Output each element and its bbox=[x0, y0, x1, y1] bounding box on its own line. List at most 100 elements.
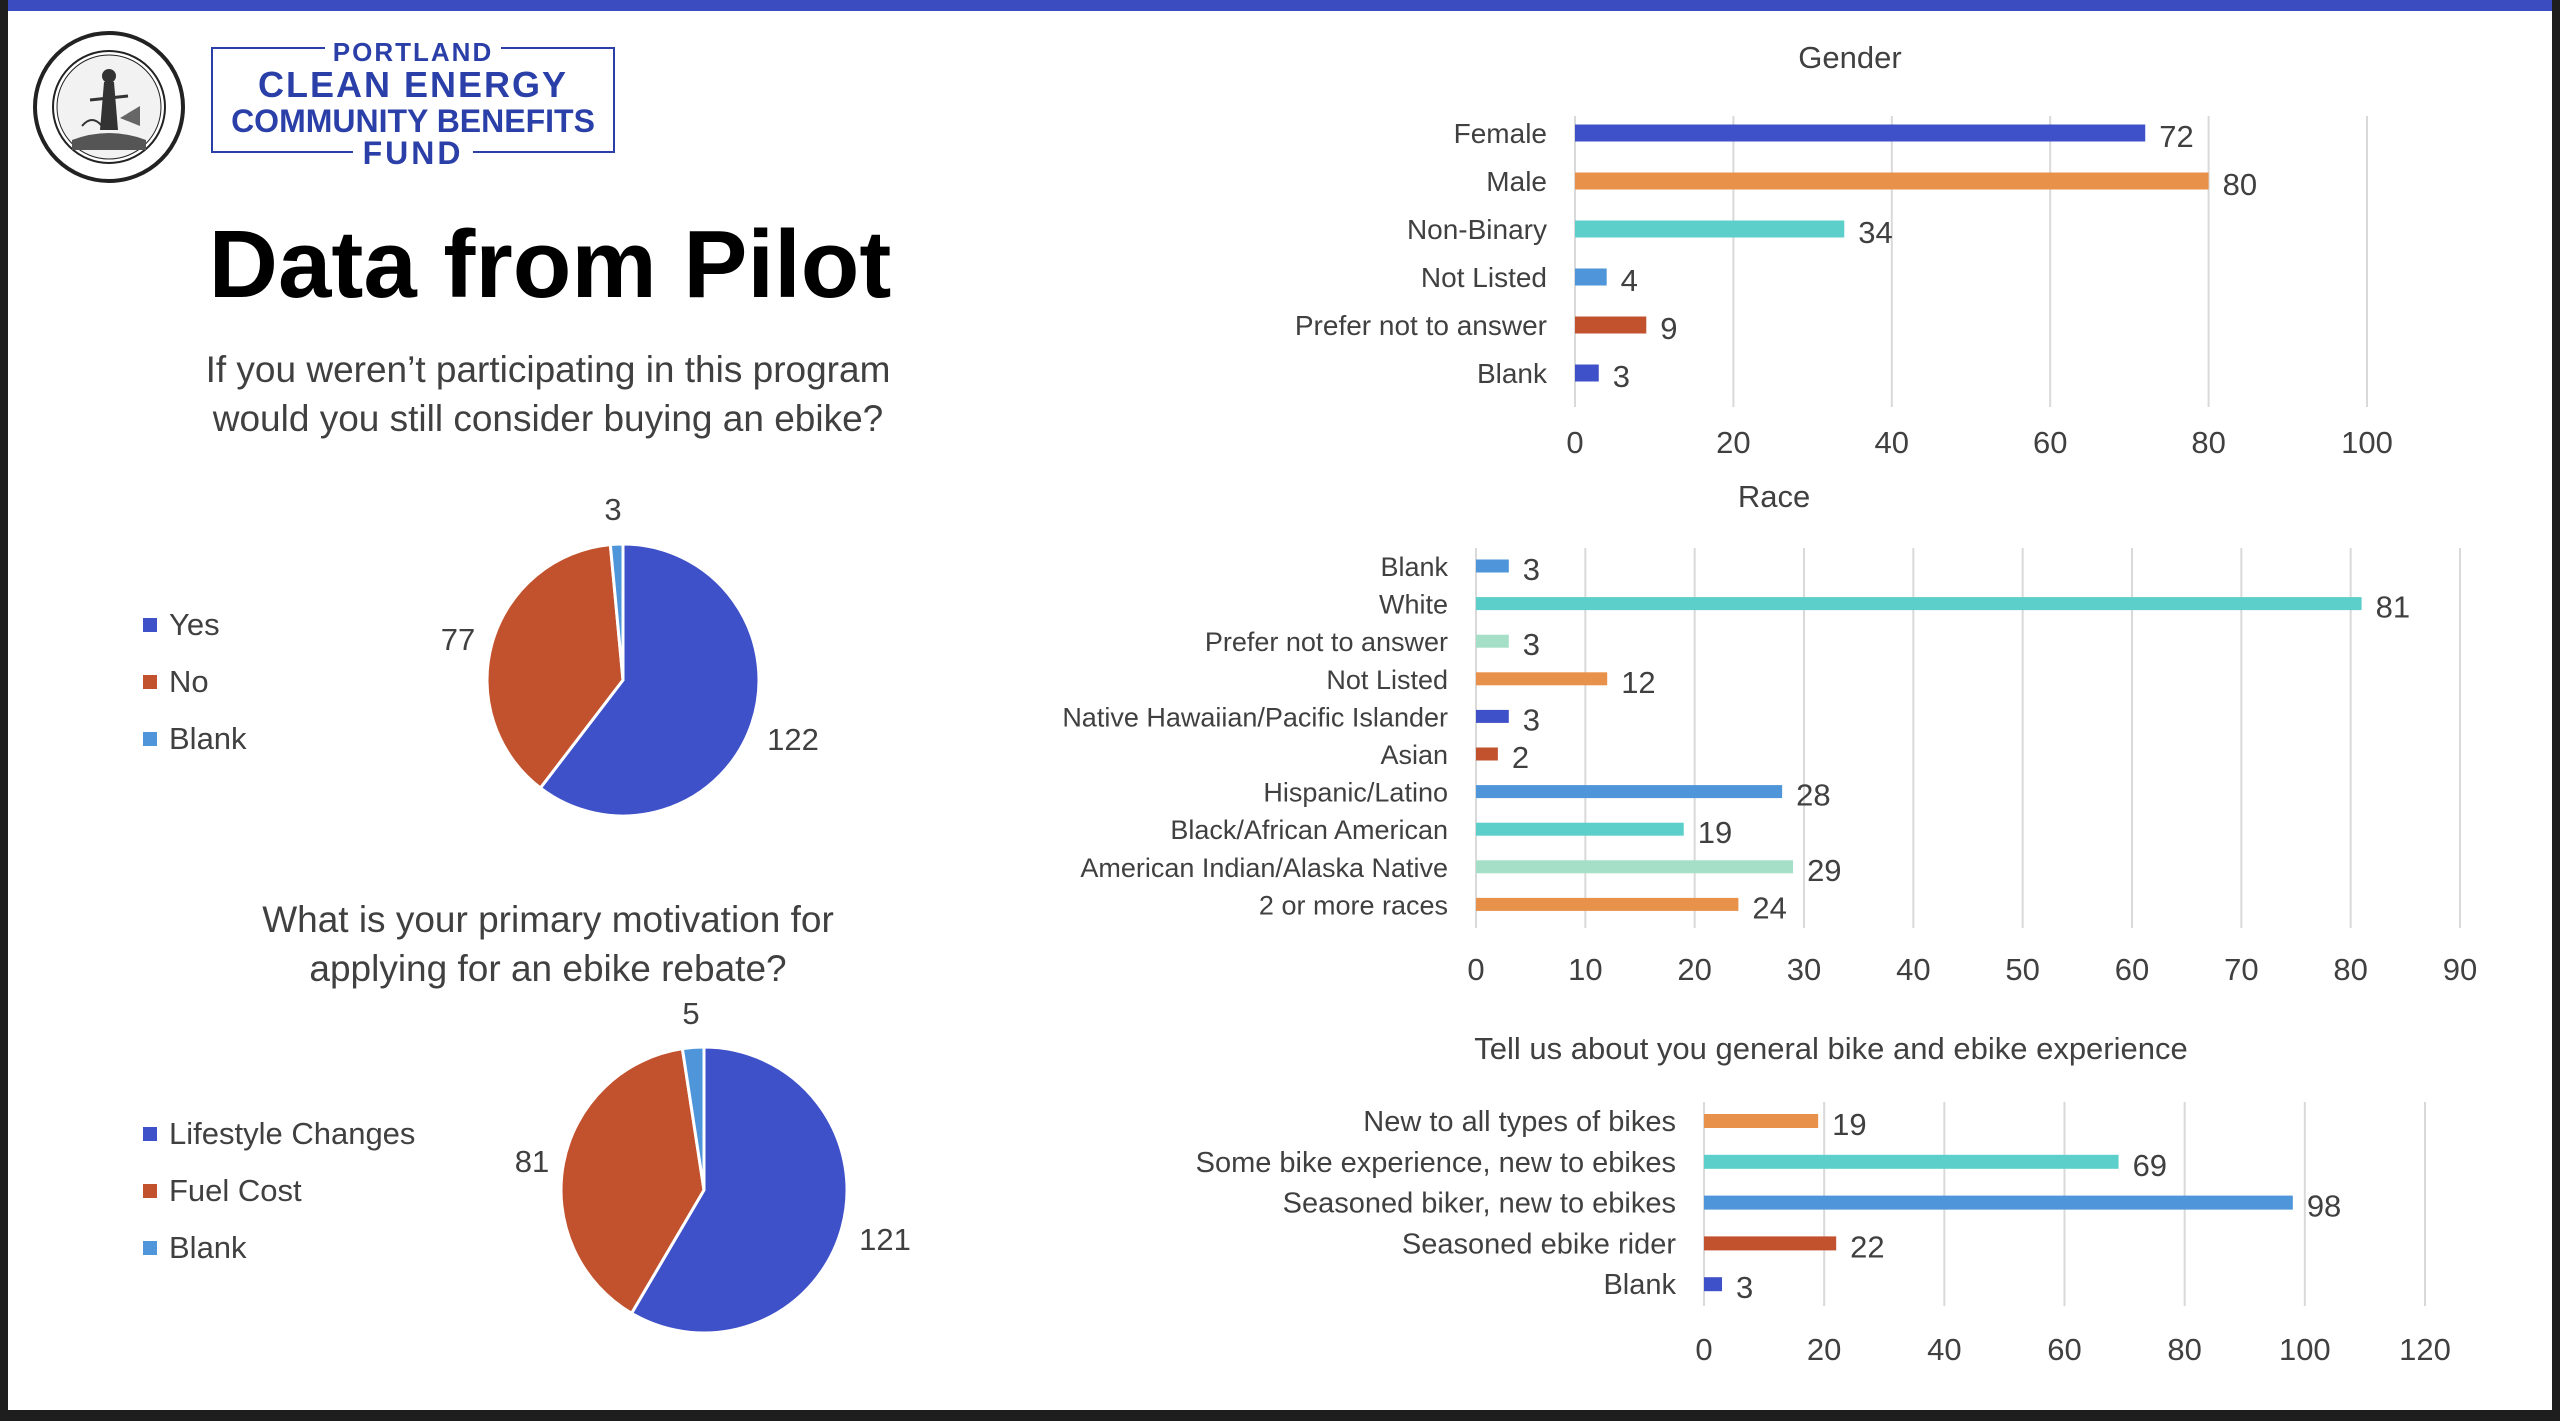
bar bbox=[1476, 822, 1684, 836]
legend-label: Lifestyle Changes bbox=[169, 1115, 416, 1151]
legend-swatch bbox=[143, 731, 157, 746]
data-label: 81 bbox=[515, 1144, 549, 1179]
category-label: Asian bbox=[1380, 740, 1448, 770]
category-label: Male bbox=[1486, 166, 1547, 197]
category-label: Seasoned biker, new to ebikes bbox=[1283, 1188, 1676, 1220]
tick-label: 20 bbox=[1677, 952, 1711, 987]
motivation-pie-chart: 121 81 5 bbox=[515, 996, 911, 1335]
accent-bar bbox=[8, 0, 2552, 11]
bar bbox=[1575, 364, 1599, 382]
pie-slice bbox=[629, 1045, 849, 1335]
tick-label: 70 bbox=[2224, 952, 2258, 987]
consider-question-title: If you weren’t participating in this pro… bbox=[205, 349, 891, 439]
data-label: 77 bbox=[441, 622, 475, 657]
data-label: 22 bbox=[1850, 1229, 1884, 1264]
legend-item: Blank bbox=[143, 1219, 415, 1276]
data-label: 3 bbox=[1523, 627, 1540, 662]
tick-label: 20 bbox=[1807, 1332, 1841, 1367]
bar bbox=[1704, 1195, 2293, 1210]
data-label: 3 bbox=[1523, 552, 1540, 587]
data-label: 3 bbox=[1523, 702, 1540, 737]
bar bbox=[1476, 597, 2362, 611]
legend-swatch bbox=[143, 674, 157, 689]
category-label: Hispanic/Latino bbox=[1263, 778, 1448, 808]
bar bbox=[1704, 1114, 1819, 1128]
legend-item: Yes bbox=[143, 596, 247, 653]
tick-label: 90 bbox=[2443, 952, 2477, 987]
legend-swatch bbox=[143, 617, 157, 632]
legend-swatch bbox=[143, 1183, 157, 1198]
consider-pie-chart: 122 77 3 bbox=[441, 492, 819, 818]
tick-label: 80 bbox=[2167, 1332, 2201, 1367]
data-label: 19 bbox=[1698, 815, 1732, 850]
tick-label: 120 bbox=[2399, 1332, 2451, 1367]
bar bbox=[1476, 747, 1498, 761]
data-label: 81 bbox=[2376, 590, 2410, 625]
clean-energy-fund-logo: PORTLAND CLEAN ENERGY COMMUNITY BENEFITS… bbox=[211, 39, 615, 169]
consider-legend: Yes No Blank bbox=[143, 596, 247, 767]
data-label: 121 bbox=[859, 1222, 911, 1257]
data-label: 122 bbox=[767, 722, 819, 757]
tick-label: 80 bbox=[2191, 425, 2225, 460]
tick-label: 40 bbox=[1875, 425, 1909, 460]
bar bbox=[1575, 220, 1845, 238]
bar bbox=[1575, 124, 2146, 142]
tick-label: 0 bbox=[1566, 425, 1583, 460]
data-label: 3 bbox=[1736, 1270, 1753, 1305]
data-label: 2 bbox=[1512, 740, 1529, 775]
tick-label: 20 bbox=[1716, 425, 1750, 460]
bar bbox=[1704, 1277, 1723, 1292]
legend-label: Blank bbox=[169, 1229, 247, 1265]
logo-line-2: CLEAN ENERGY bbox=[257, 64, 569, 105]
tick-label: 50 bbox=[2005, 952, 2039, 987]
legend-label: Blank bbox=[169, 720, 247, 756]
data-label: 12 bbox=[1621, 665, 1655, 700]
category-label: White bbox=[1379, 590, 1448, 620]
pie-slice bbox=[559, 1046, 706, 1316]
category-label: 2 or more races bbox=[1259, 890, 1448, 920]
bar bbox=[1575, 172, 2209, 190]
logo-line-1: PORTLAND bbox=[324, 39, 502, 65]
data-label: 98 bbox=[2307, 1189, 2341, 1224]
category-label: Prefer not to answer bbox=[1205, 627, 1448, 657]
motivation-question-title: What is your primary motivation for appl… bbox=[262, 899, 834, 989]
motivation-legend: Lifestyle Changes Fuel Cost Blank bbox=[143, 1105, 415, 1276]
tick-label: 40 bbox=[1896, 952, 1930, 987]
category-label: Not Listed bbox=[1326, 665, 1448, 695]
tick-label: 0 bbox=[1695, 1332, 1712, 1367]
data-label: 19 bbox=[1832, 1107, 1866, 1142]
tick-label: 10 bbox=[1568, 952, 1602, 987]
pie-slice bbox=[538, 542, 761, 818]
bar bbox=[1575, 316, 1647, 334]
bar bbox=[1476, 559, 1509, 573]
bar bbox=[1575, 268, 1607, 286]
slide: PORTLAND CLEAN ENERGY COMMUNITY BENEFITS… bbox=[8, 0, 2552, 1410]
tick-label: 30 bbox=[1787, 952, 1821, 987]
data-label: 5 bbox=[682, 996, 699, 1031]
logo-line-4: FUND bbox=[352, 137, 474, 169]
bar bbox=[1476, 634, 1509, 648]
data-label: 34 bbox=[1858, 215, 1892, 250]
data-label: 9 bbox=[1660, 311, 1677, 346]
category-label: Non-Binary bbox=[1407, 214, 1547, 245]
data-label: 3 bbox=[1613, 359, 1630, 394]
legend-item: Fuel Cost bbox=[143, 1162, 415, 1219]
category-label: Female bbox=[1454, 118, 1547, 149]
chart-title: Tell us about you general bike and ebike… bbox=[1474, 1031, 2187, 1066]
legend-item: No bbox=[143, 653, 247, 710]
legend-label: No bbox=[169, 663, 209, 699]
legend-label: Fuel Cost bbox=[169, 1172, 302, 1208]
legend-swatch bbox=[143, 1126, 157, 1141]
tick-label: 100 bbox=[2341, 425, 2393, 460]
data-label: 80 bbox=[2223, 167, 2257, 202]
logo-line-3: COMMUNITY BENEFITS bbox=[231, 103, 595, 139]
category-label: Black/African American bbox=[1170, 815, 1448, 845]
category-label: New to all types of bikes bbox=[1363, 1106, 1676, 1138]
bar bbox=[1476, 897, 1739, 911]
city-seal-icon bbox=[33, 31, 185, 183]
tick-label: 0 bbox=[1467, 952, 1484, 987]
data-label: 28 bbox=[1796, 778, 1830, 813]
category-label: Blank bbox=[1603, 1269, 1676, 1301]
bar bbox=[1476, 709, 1509, 723]
